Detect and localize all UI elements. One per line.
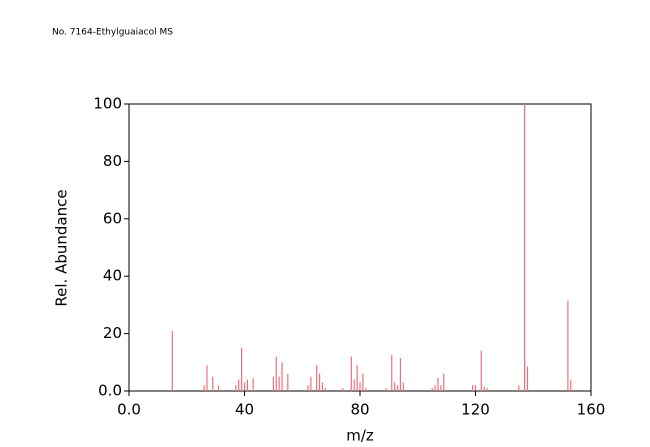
- y-tick-label: 80: [103, 152, 122, 170]
- y-tick-label: 40: [103, 267, 122, 285]
- y-tick-label: 60: [103, 209, 122, 227]
- plot-frame: [128, 103, 592, 392]
- x-tick-label: 40: [235, 401, 254, 419]
- x-tick-label: 120: [461, 401, 490, 419]
- y-tick-label: 20: [103, 324, 122, 342]
- y-tick-label: 100: [93, 95, 122, 113]
- x-tick-label: 160: [577, 401, 606, 419]
- x-tick-label: 0.0: [117, 401, 141, 419]
- y-axis-label: Rel. Abundance: [53, 189, 71, 306]
- chart-title: No. 7164-Ethylguaiacol MS: [52, 28, 173, 38]
- x-axis-label: m/z: [346, 427, 374, 445]
- y-tick-label: 0.0: [98, 382, 122, 400]
- x-tick-label: 80: [350, 401, 369, 419]
